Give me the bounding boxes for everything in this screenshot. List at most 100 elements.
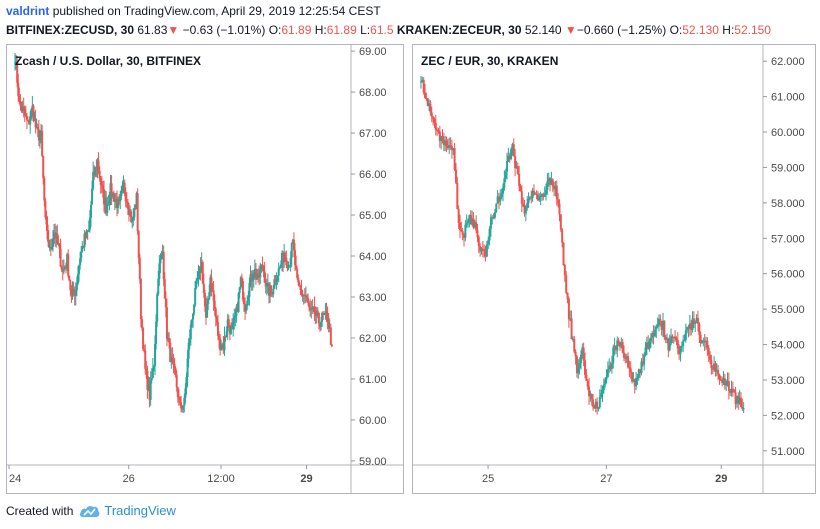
candle-body (558, 203, 561, 215)
candle-body (36, 127, 39, 130)
candle-body (15, 61, 18, 63)
candle-body (49, 247, 52, 250)
candle-body (680, 345, 683, 347)
candle-body (243, 299, 246, 305)
publish-header: valdrint published on TradingView.com, A… (6, 2, 381, 20)
candle-body (551, 179, 554, 187)
candle-body (485, 244, 488, 257)
candle-body (27, 119, 30, 121)
y-tick-label: 53.000 (771, 375, 805, 387)
candle-body (526, 203, 529, 208)
candle-body (107, 203, 110, 205)
candle-body (208, 292, 211, 300)
candle-body (539, 195, 542, 197)
candle-body (446, 146, 449, 149)
candle-body (236, 306, 239, 312)
author-link[interactable]: valdrint (6, 4, 50, 18)
candle-body (138, 257, 141, 280)
candle-body (471, 218, 474, 225)
chart-panel-zeceur[interactable]: 51.000 52.000 53.000 54.000 55.000 56.000 57.0… (412, 44, 816, 494)
x-tick-label: 29 (715, 473, 727, 485)
candle-body (593, 406, 596, 409)
candle-body (149, 380, 152, 400)
candle-body (426, 98, 429, 107)
candle-body (463, 234, 466, 238)
candle-body (188, 339, 191, 343)
candle-body (613, 346, 616, 348)
candle-body (322, 313, 325, 315)
candle-body (224, 336, 227, 338)
candle-body (672, 336, 675, 338)
candle-body (171, 357, 174, 362)
candle-body (216, 321, 219, 336)
candle-body (723, 378, 726, 386)
candle-body (82, 246, 85, 248)
candle-body (148, 383, 151, 400)
x-tick-label: 12:00 (207, 473, 235, 485)
candle-body (250, 274, 253, 281)
candle-body (741, 407, 744, 410)
candle-body (566, 292, 569, 299)
candle-body (555, 185, 558, 200)
candle-body (656, 325, 659, 327)
candle-body (695, 317, 698, 323)
candle-body (467, 220, 470, 224)
candle-body (159, 259, 162, 264)
candle-body (609, 365, 612, 369)
candle-body (735, 395, 738, 404)
candle-body (68, 275, 71, 281)
candle-body (296, 269, 299, 279)
candle-body (545, 189, 548, 195)
candle-body (600, 393, 603, 398)
y-tick-label: 62.000 (771, 56, 805, 68)
candle-body (428, 103, 431, 107)
candles (14, 52, 333, 414)
candle-body (569, 318, 572, 320)
candle-body (730, 388, 733, 393)
candle-body (185, 376, 188, 389)
candle-body (618, 345, 621, 347)
candle-body (199, 266, 202, 273)
candle-body (16, 61, 19, 83)
candle-body (121, 185, 124, 192)
chart-panel-zecusd[interactable]: 59.00 60.00 61.00 62.00 63.00 64.00 65.00 66.00… (6, 44, 404, 494)
candle-body (610, 363, 613, 369)
candle-body (445, 140, 448, 147)
candle-body (516, 166, 519, 175)
candle-body (22, 106, 25, 109)
candle-body (326, 313, 329, 322)
candle-body (553, 186, 556, 190)
tradingview-logo[interactable]: TradingView (79, 502, 176, 520)
candle-body (454, 169, 457, 183)
candle-body (266, 283, 269, 285)
candle-body (687, 326, 690, 329)
candle-body (154, 343, 157, 366)
candle-body (88, 217, 91, 230)
candle-body (225, 331, 228, 337)
candle-body (220, 346, 223, 350)
chart-zecusd-svg[interactable]: 59.00 60.00 61.00 62.00 63.00 64.00 65.00 66.00… (7, 45, 403, 493)
candle-body (684, 330, 687, 340)
candle-body (301, 295, 304, 297)
candle-body (299, 286, 302, 290)
candle-body (25, 116, 28, 120)
candle-body (79, 258, 82, 266)
candle-body (163, 279, 166, 299)
candle-body (286, 265, 289, 269)
candle-body (259, 269, 262, 278)
candle-body (145, 368, 148, 371)
chart-zeceur-svg[interactable]: 51.000 52.000 53.000 54.000 55.000 56.000 57.0… (413, 45, 815, 493)
candle-body (472, 218, 475, 228)
y-tick-label: 68.00 (359, 87, 387, 99)
candle-body (623, 352, 626, 358)
candle-body (51, 239, 54, 247)
candle-body (258, 273, 261, 278)
candle-body (58, 244, 61, 249)
candle-body (565, 275, 568, 293)
candle-body (643, 354, 646, 365)
candles (420, 75, 745, 415)
candle-body (430, 112, 433, 117)
candle-body (323, 314, 326, 316)
candle-body (136, 193, 139, 232)
candle-body (483, 249, 486, 251)
